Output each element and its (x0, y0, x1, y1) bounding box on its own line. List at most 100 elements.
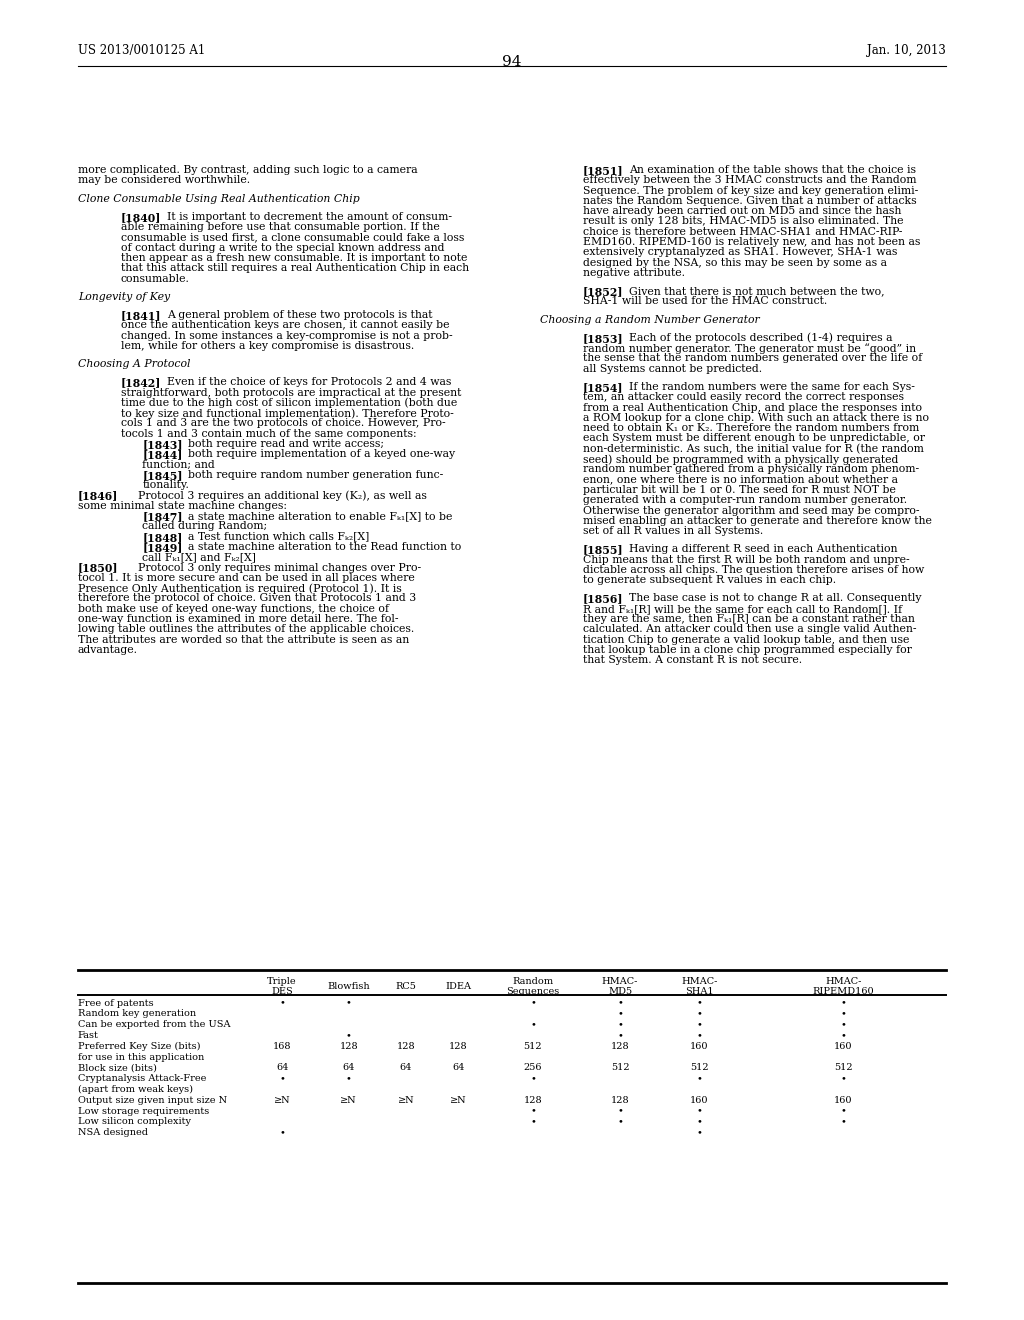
Text: tem, an attacker could easily record the correct responses: tem, an attacker could easily record the… (583, 392, 903, 403)
Text: [1840]: [1840] (121, 211, 161, 223)
Text: 512: 512 (610, 1064, 630, 1072)
Text: more complicated. By contrast, adding such logic to a camera: more complicated. By contrast, adding su… (78, 165, 418, 176)
Text: Chip means that the first R will be both random and unpre-: Chip means that the first R will be both… (583, 554, 909, 565)
Text: tionality.: tionality. (142, 480, 189, 490)
Text: cols 1 and 3 are the two protocols of choice. However, Pro-: cols 1 and 3 are the two protocols of ch… (121, 418, 445, 429)
Text: Even if the choice of keys for Protocols 2 and 4 was: Even if the choice of keys for Protocols… (167, 378, 452, 387)
Text: 160: 160 (690, 1096, 709, 1105)
Text: •: • (530, 998, 536, 1007)
Text: NSA designed: NSA designed (78, 1129, 147, 1138)
Text: 64: 64 (275, 1064, 289, 1072)
Text: ≥N: ≥N (450, 1096, 467, 1105)
Text: 128: 128 (396, 1041, 416, 1051)
Text: mised enabling an attacker to generate and therefore know the: mised enabling an attacker to generate a… (583, 516, 932, 525)
Text: Output size given input size N: Output size given input size N (78, 1096, 227, 1105)
Text: Random: Random (512, 977, 554, 986)
Text: the sense that the random numbers generated over the life of: the sense that the random numbers genera… (583, 354, 922, 363)
Text: 512: 512 (834, 1064, 853, 1072)
Text: may be considered worthwhile.: may be considered worthwhile. (78, 176, 250, 185)
Text: •: • (617, 998, 623, 1007)
Text: ≥N: ≥N (273, 1096, 291, 1105)
Text: [1853]: [1853] (583, 333, 624, 345)
Text: a Test function which calls Fₖ₂[X]: a Test function which calls Fₖ₂[X] (188, 532, 370, 541)
Text: •: • (617, 1106, 623, 1115)
Text: [1854]: [1854] (583, 381, 624, 393)
Text: seed) should be programmed with a physically generated: seed) should be programmed with a physic… (583, 454, 898, 465)
Text: •: • (346, 1074, 351, 1084)
Text: advantage.: advantage. (78, 645, 138, 655)
Text: call Fₖ₁[X] and Fₖ₂[X]: call Fₖ₁[X] and Fₖ₂[X] (142, 552, 256, 562)
Text: HMAC-: HMAC- (681, 977, 718, 986)
Text: of contact during a write to the special known address and: of contact during a write to the special… (121, 243, 444, 252)
Text: non-deterministic. As such, the initial value for R (the random: non-deterministic. As such, the initial … (583, 444, 924, 454)
Text: Cryptanalysis Attack-Free: Cryptanalysis Attack-Free (78, 1074, 206, 1084)
Text: •: • (696, 1031, 702, 1040)
Text: tocols 1 and 3 contain much of the same components:: tocols 1 and 3 contain much of the same … (121, 429, 417, 438)
Text: once the authentication keys are chosen, it cannot easily be: once the authentication keys are chosen,… (121, 321, 450, 330)
Text: [1851]: [1851] (583, 165, 624, 176)
Text: Blowfish: Blowfish (328, 982, 370, 991)
Text: •: • (617, 1031, 623, 1040)
Text: a ROM lookup for a clone chip. With such an attack there is no: a ROM lookup for a clone chip. With such… (583, 413, 929, 422)
Text: [1841]: [1841] (121, 310, 162, 321)
Text: Having a different R seed in each Authentication: Having a different R seed in each Authen… (629, 544, 897, 554)
Text: random number generator. The generator must be “good” in: random number generator. The generator m… (583, 343, 915, 354)
Text: consumable.: consumable. (121, 273, 189, 284)
Text: SHA-1 will be used for the HMAC construct.: SHA-1 will be used for the HMAC construc… (583, 297, 827, 306)
Text: Presence Only Authentication is required (Protocol 1). It is: Presence Only Authentication is required… (78, 583, 401, 594)
Text: ≥N: ≥N (397, 1096, 415, 1105)
Text: Each of the protocols described (1-4) requires a: Each of the protocols described (1-4) re… (629, 333, 892, 343)
Text: Jan. 10, 2013: Jan. 10, 2013 (867, 44, 946, 57)
Text: •: • (346, 998, 351, 1007)
Text: Longevity of Key: Longevity of Key (78, 292, 170, 302)
Text: Free of patents: Free of patents (78, 998, 154, 1007)
Text: IDEA: IDEA (445, 982, 471, 991)
Text: consumable is used first, a clone consumable could fake a loss: consumable is used first, a clone consum… (121, 232, 464, 243)
Text: RIPEMD160: RIPEMD160 (812, 987, 874, 997)
Text: The base case is not to change R at all. Consequently: The base case is not to change R at all.… (629, 594, 922, 603)
Text: •: • (841, 998, 846, 1007)
Text: [1844]: [1844] (142, 449, 182, 461)
Text: set of all R values in all Systems.: set of all R values in all Systems. (583, 527, 763, 536)
Text: designed by the NSA, so this may be seen by some as a: designed by the NSA, so this may be seen… (583, 257, 887, 268)
Text: 64: 64 (399, 1064, 413, 1072)
Text: •: • (696, 1129, 702, 1138)
Text: random number gathered from a physically random phenom-: random number gathered from a physically… (583, 465, 919, 474)
Text: Otherwise the generator algorithm and seed may be compro-: Otherwise the generator algorithm and se… (583, 506, 920, 516)
Text: •: • (841, 1020, 846, 1030)
Text: 160: 160 (690, 1041, 709, 1051)
Text: RC5: RC5 (395, 982, 417, 991)
Text: An examination of the table shows that the choice is: An examination of the table shows that t… (629, 165, 915, 176)
Text: [1850]: [1850] (78, 562, 119, 574)
Text: that System. A constant R is not secure.: that System. A constant R is not secure. (583, 655, 802, 665)
Text: able remaining before use that consumable portion. If the: able remaining before use that consumabl… (121, 222, 439, 232)
Text: nates the Random Sequence. Given that a number of attacks: nates the Random Sequence. Given that a … (583, 195, 916, 206)
Text: [1849]: [1849] (142, 543, 182, 553)
Text: 64: 64 (452, 1064, 465, 1072)
Text: •: • (696, 1118, 702, 1126)
Text: that lookup table in a clone chip programmed especially for: that lookup table in a clone chip progra… (583, 645, 911, 655)
Text: HMAC-: HMAC- (825, 977, 861, 986)
Text: •: • (841, 1118, 846, 1126)
Text: tication Chip to generate a valid lookup table, and then use: tication Chip to generate a valid lookup… (583, 635, 909, 644)
Text: The attributes are worded so that the attribute is seen as an: The attributes are worded so that the at… (78, 635, 409, 644)
Text: function; and: function; and (142, 459, 215, 470)
Text: HMAC-: HMAC- (602, 977, 638, 986)
Text: 94: 94 (502, 55, 522, 70)
Text: [1843]: [1843] (142, 440, 183, 450)
Text: 128: 128 (610, 1041, 630, 1051)
Text: 64: 64 (342, 1064, 355, 1072)
Text: a state machine alteration to the Read function to: a state machine alteration to the Read f… (188, 543, 462, 552)
Text: EMD160. RIPEMD-160 is relatively new, and has not been as: EMD160. RIPEMD-160 is relatively new, an… (583, 238, 920, 247)
Text: to generate subsequent R values in each chip.: to generate subsequent R values in each … (583, 576, 836, 585)
Text: 128: 128 (339, 1041, 358, 1051)
Text: •: • (617, 1118, 623, 1126)
Text: negative attribute.: negative attribute. (583, 268, 685, 279)
Text: that this attack still requires a real Authentication Chip in each: that this attack still requires a real A… (121, 263, 469, 273)
Text: both require random number generation func-: both require random number generation fu… (188, 470, 443, 480)
Text: •: • (617, 1020, 623, 1030)
Text: •: • (617, 1010, 623, 1018)
Text: lowing table outlines the attributes of the applicable choices.: lowing table outlines the attributes of … (78, 624, 414, 635)
Text: they are the same, then Fₖ₁[R] can be a constant rather than: they are the same, then Fₖ₁[R] can be a … (583, 614, 914, 624)
Text: from a real Authentication Chip, and place the responses into: from a real Authentication Chip, and pla… (583, 403, 922, 413)
